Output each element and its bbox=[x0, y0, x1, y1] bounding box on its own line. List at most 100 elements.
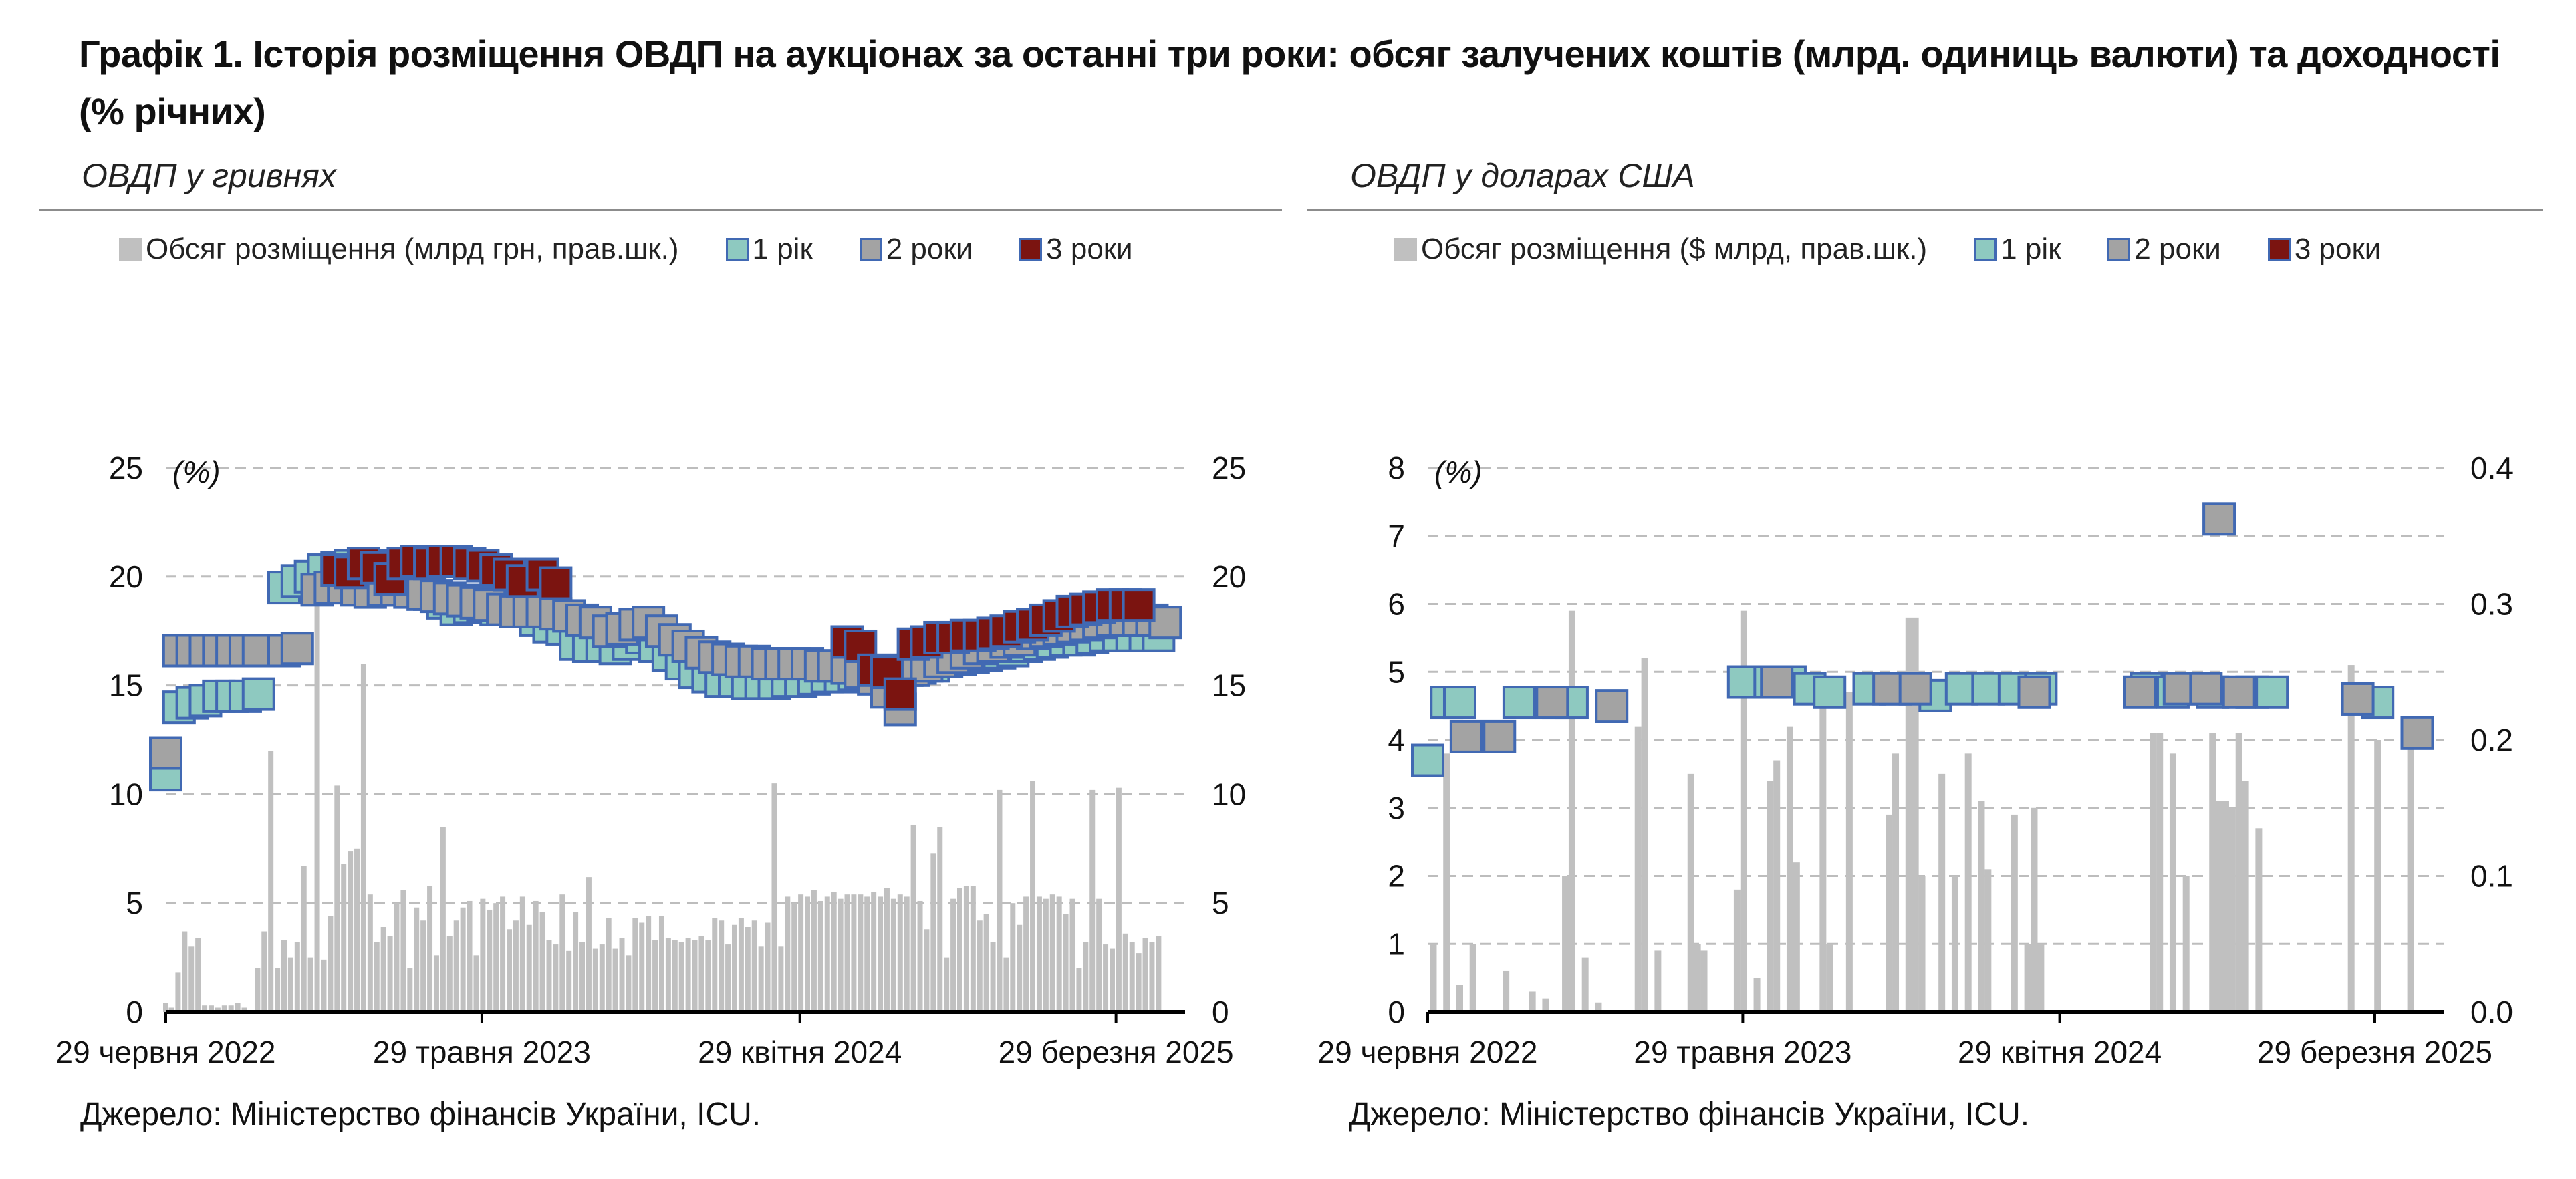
volume-bar bbox=[427, 886, 433, 1012]
volume-bar bbox=[658, 916, 664, 1012]
volume-bar bbox=[1142, 938, 1148, 1012]
volume-bar bbox=[983, 914, 989, 1012]
y-right-tick-label: 5 bbox=[1212, 886, 1229, 920]
volume-bar bbox=[506, 929, 512, 1012]
volume-bar bbox=[414, 907, 420, 1012]
volume-bar bbox=[500, 896, 506, 1012]
volume-bar bbox=[811, 890, 817, 1012]
volume-bar bbox=[1109, 948, 1115, 1012]
volume-bar bbox=[321, 959, 327, 1012]
usd-legend: Обсяг розміщення ($ млрд, прав.шк.) 1 рі… bbox=[1394, 233, 2428, 266]
volume-bar bbox=[871, 892, 877, 1012]
volume-bar bbox=[1912, 617, 1919, 1012]
volume-bar bbox=[559, 894, 565, 1012]
y-right-tick-label: 0.3 bbox=[2470, 587, 2513, 622]
volume-bar bbox=[930, 853, 936, 1012]
x-tick-label: 29 травня 2023 bbox=[1634, 1035, 1851, 1069]
volume-bar bbox=[420, 920, 426, 1012]
yield-2y-marker bbox=[2017, 675, 2051, 709]
volume-bar bbox=[268, 751, 274, 1012]
volume-bar bbox=[824, 896, 830, 1012]
volume-bar bbox=[698, 936, 704, 1012]
y-right-tick-label: 0.0 bbox=[2470, 995, 2513, 1029]
volume-bar bbox=[990, 942, 996, 1012]
yield-3y-marker bbox=[883, 677, 917, 711]
volume-bar bbox=[956, 888, 962, 1012]
legend-2y: 2 роки bbox=[2107, 233, 2221, 266]
y-right-tick-label: 10 bbox=[1212, 777, 1246, 811]
volume-bar bbox=[175, 972, 181, 1012]
yield-3y-marker bbox=[1122, 588, 1156, 622]
volume-bar bbox=[168, 1007, 174, 1012]
volume-bar bbox=[2407, 747, 2414, 1012]
volume-bar bbox=[639, 922, 645, 1012]
legend-3y-swatch bbox=[2267, 238, 2291, 261]
volume-bar bbox=[798, 894, 804, 1012]
y-left-tick-label: 7 bbox=[1388, 519, 1405, 553]
volume-bar bbox=[255, 968, 261, 1012]
volume-bar bbox=[1036, 896, 1042, 1012]
volume-bar bbox=[2011, 814, 2018, 1012]
legend-3y: 3 роки bbox=[2267, 233, 2381, 266]
volume-bar bbox=[526, 924, 532, 1012]
yield-2y-marker bbox=[2341, 682, 2375, 716]
volume-bar bbox=[221, 1005, 227, 1012]
volume-bar bbox=[1964, 753, 1972, 1012]
volume-bar bbox=[1083, 942, 1089, 1012]
volume-bar bbox=[1069, 898, 1075, 1012]
volume-bar bbox=[685, 938, 691, 1012]
yield-1y-marker bbox=[1442, 686, 1476, 720]
volume-bar bbox=[294, 942, 300, 1012]
legend-volume-label: Обсяг розміщення ($ млрд, прав.шк.) bbox=[1421, 233, 1928, 265]
y-left-tick-label: 6 bbox=[1388, 587, 1405, 622]
volume-bar bbox=[235, 1003, 241, 1012]
volume-bar bbox=[1700, 950, 1708, 1012]
volume-bar bbox=[394, 903, 400, 1012]
volume-bar bbox=[546, 940, 552, 1012]
volume-bar bbox=[606, 918, 612, 1012]
volume-bar bbox=[1905, 617, 1912, 1012]
legend-volume-label: Обсяг розміщення (млрд грн, прав.шк.) bbox=[146, 233, 679, 265]
volume-bar bbox=[1063, 914, 1069, 1012]
volume-bar bbox=[228, 1005, 234, 1012]
volume-bar bbox=[354, 848, 360, 1012]
volume-bar bbox=[1819, 698, 1827, 1012]
volume-bar bbox=[626, 955, 632, 1012]
volume-bar bbox=[970, 886, 976, 1012]
volume-bar bbox=[182, 931, 188, 1012]
volume-bar bbox=[844, 894, 850, 1012]
volume-bar bbox=[1116, 787, 1122, 1012]
legend-volume: Обсяг розміщення (млрд грн, прав.шк.) bbox=[119, 233, 679, 266]
y-right-tick-label: 0.2 bbox=[2470, 723, 2513, 757]
volume-bar bbox=[400, 890, 406, 1012]
volume-bar bbox=[480, 898, 486, 1012]
volume-bar bbox=[937, 827, 943, 1012]
volume-bar bbox=[374, 942, 380, 1012]
yield-2y-marker bbox=[2222, 675, 2256, 709]
volume-bar bbox=[433, 955, 439, 1012]
volume-bar bbox=[1773, 760, 1781, 1012]
volume-bar bbox=[878, 896, 884, 1012]
yield-1y-marker bbox=[1411, 743, 1444, 777]
volume-bar bbox=[2150, 733, 2157, 1012]
volume-bar bbox=[307, 957, 313, 1012]
volume-bar bbox=[467, 900, 473, 1012]
legend-2y-swatch bbox=[859, 238, 882, 261]
x-tick-label: 29 травня 2023 bbox=[373, 1035, 591, 1069]
volume-bar bbox=[2182, 876, 2190, 1012]
volume-bar bbox=[1568, 610, 1575, 1012]
volume-bar bbox=[745, 927, 751, 1012]
y-left-tick-label: 1 bbox=[1388, 926, 1405, 961]
y-left-tick-label: 20 bbox=[109, 559, 143, 594]
volume-bar bbox=[1103, 944, 1109, 1012]
volume-bar bbox=[2024, 944, 2031, 1012]
legend-1y-label: 1 рік bbox=[2001, 233, 2061, 265]
volume-bar bbox=[1156, 936, 1162, 1012]
volume-bar bbox=[719, 920, 725, 1012]
volume-bar bbox=[440, 827, 446, 1012]
y-right-tick-label: 0.4 bbox=[2470, 450, 2513, 485]
volume-bar bbox=[2216, 801, 2223, 1012]
volume-bar bbox=[1010, 903, 1016, 1012]
yield-2y-marker bbox=[1483, 719, 1517, 753]
volume-bar bbox=[275, 968, 281, 1012]
